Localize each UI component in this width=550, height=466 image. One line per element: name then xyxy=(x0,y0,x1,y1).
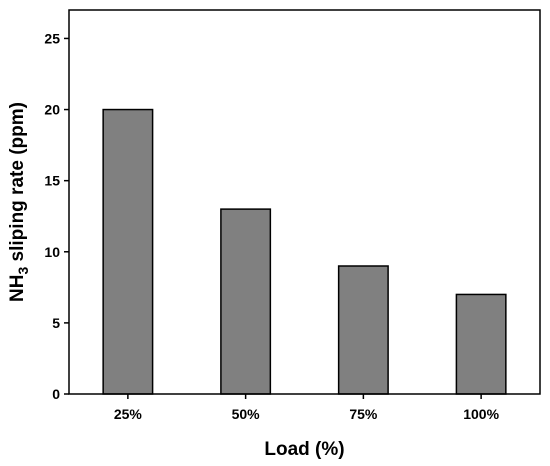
bar-100pct xyxy=(455,293,507,395)
bar-50pct xyxy=(220,208,272,395)
bar-75pct xyxy=(337,265,389,395)
y-tick-label: 25 xyxy=(44,30,60,46)
y-tick-label: 20 xyxy=(44,102,60,118)
bar-25pct xyxy=(102,108,154,395)
y-axis-label-suffix: sliping rate (ppm) xyxy=(7,102,28,267)
y-tick-label: 0 xyxy=(52,386,60,402)
x-axis-label: Load (%) xyxy=(264,439,344,460)
x-tick-label: 75% xyxy=(349,406,378,422)
plot-frame xyxy=(68,9,541,395)
y-axis-ticks: 0 5 10 15 20 25 xyxy=(44,30,69,402)
x-tick-label: 50% xyxy=(232,406,261,422)
y-axis-label: NH3 sliping rate (ppm) xyxy=(7,102,31,302)
y-tick-label: 15 xyxy=(44,173,60,189)
y-tick-label: 10 xyxy=(44,244,60,260)
y-axis-label-subscript: 3 xyxy=(15,267,31,275)
bars-group xyxy=(102,108,507,395)
x-tick-label: 100% xyxy=(463,406,499,422)
x-tick-label: 25% xyxy=(114,406,143,422)
y-axis-label-prefix: NH xyxy=(7,275,28,302)
y-tick-label: 5 xyxy=(52,315,60,331)
x-axis-ticks: 25% 50% 75% 100% xyxy=(114,394,500,422)
